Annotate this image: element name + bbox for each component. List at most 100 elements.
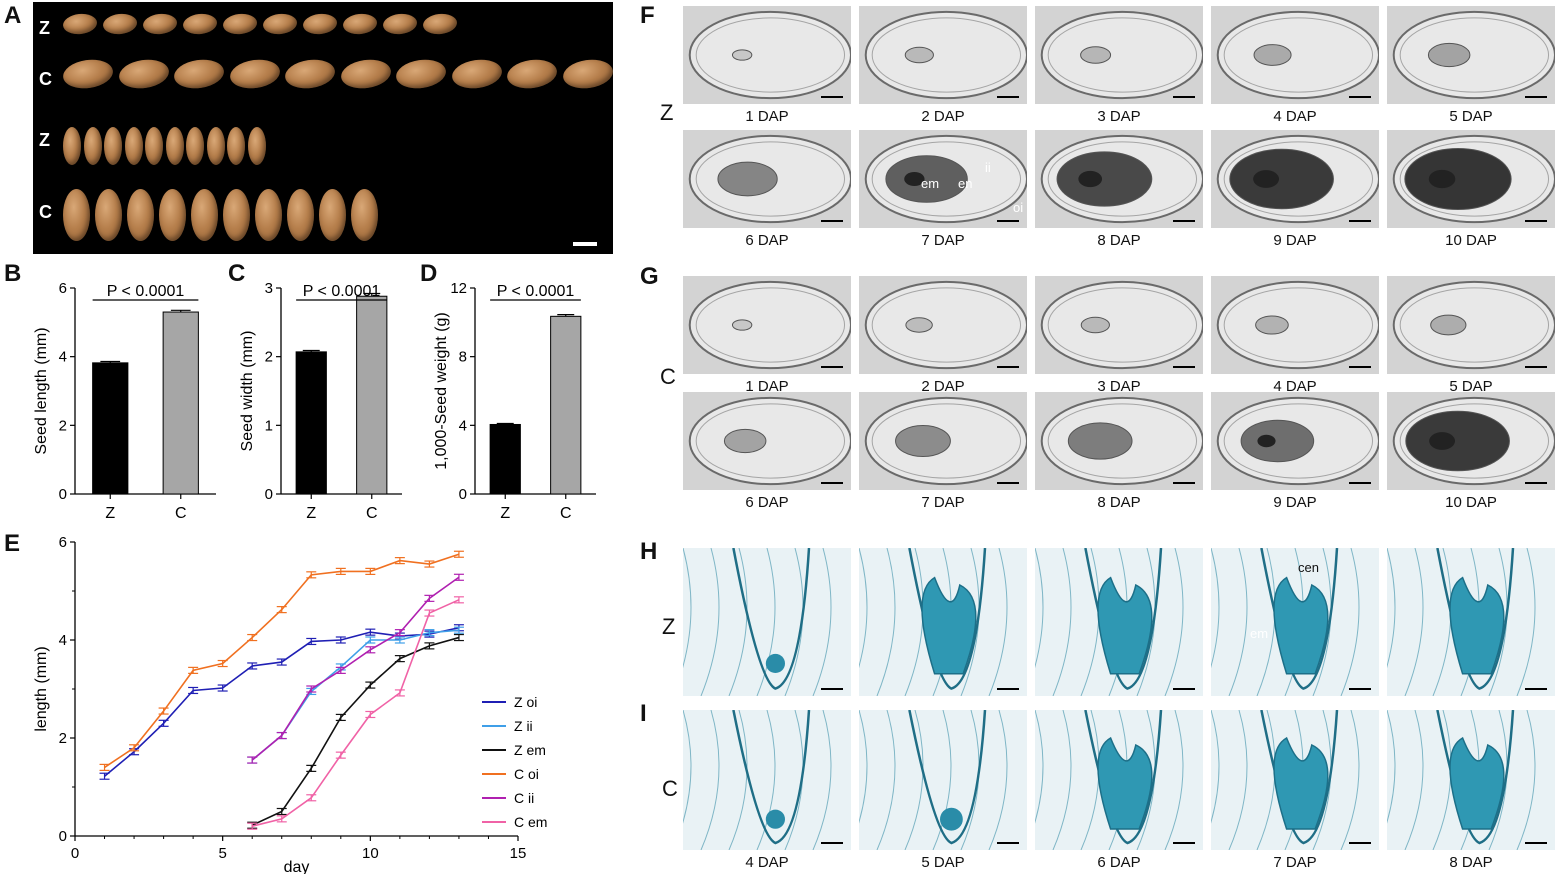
cell-layer: [876, 548, 896, 696]
seed-image: [382, 12, 418, 36]
cell-layer: [1387, 710, 1396, 824]
micrograph-image: [1387, 548, 1555, 696]
x-tick-label: C: [366, 505, 378, 522]
seed-image: [172, 56, 226, 92]
panel-label-f: F: [640, 2, 655, 29]
micrograph-image: [1211, 6, 1379, 104]
cell-layer: [1228, 548, 1248, 696]
panel-label-c: C: [228, 260, 246, 287]
legend-entry: C ii: [514, 790, 534, 806]
cell-layer: [683, 548, 692, 669]
p-value-label: P < 0.0001: [107, 283, 185, 300]
cell-layer: [1404, 548, 1424, 696]
seed-image: [422, 12, 458, 36]
scale-bar: [1525, 96, 1547, 98]
cell-layer: [1052, 710, 1072, 850]
micrograph-image: [1387, 6, 1555, 104]
scale-bar: [821, 842, 843, 844]
y-tick-label: 0: [59, 828, 67, 845]
x-tick-label: C: [560, 505, 572, 522]
micrograph-image: [683, 276, 851, 374]
dap-label: 4 DAP: [1273, 108, 1317, 125]
y-tick-label: 0: [459, 486, 467, 503]
scale-bar: [1173, 366, 1195, 368]
scale-bar: [1525, 482, 1547, 484]
scale-bar: [821, 482, 843, 484]
seed-image: [262, 12, 298, 36]
seed-image: [127, 189, 154, 241]
x-tick-label: 15: [510, 845, 527, 862]
ovule-outline: [864, 10, 1027, 100]
scale-bar: [997, 688, 1019, 690]
dap-label: 7 DAP: [921, 232, 965, 249]
bar: [295, 351, 327, 495]
annotation-cen: cen: [1298, 560, 1319, 575]
seed-image: [338, 56, 393, 92]
integument-outline: [871, 141, 1022, 217]
x-tick-label: 5: [218, 845, 226, 862]
annotation-ii: ii: [985, 160, 991, 175]
micrograph-image: [1211, 392, 1379, 490]
scale-bar: [1173, 482, 1195, 484]
embryo: [1097, 736, 1153, 830]
embryo-sac: [1229, 148, 1334, 210]
cell-layer: [1035, 548, 1044, 669]
micrograph-image: [683, 548, 851, 696]
legend-entry: C oi: [514, 766, 539, 782]
integument-outline: [1223, 403, 1374, 479]
seed-image: [186, 127, 204, 165]
scale-bar: [1173, 96, 1195, 98]
y-tick-label: 0: [59, 486, 67, 503]
dap-label: 7 DAP: [1273, 854, 1317, 871]
integument-outline: [695, 17, 846, 93]
dap-label: 8 DAP: [1449, 854, 1493, 871]
seed-image: [95, 189, 122, 241]
seed-image: [351, 189, 378, 241]
y-tick-label: 4: [459, 417, 467, 434]
dap-label: 3 DAP: [1097, 378, 1141, 395]
cell-layer: [1404, 710, 1424, 850]
legend-entry: Z em: [514, 742, 546, 758]
scale-bar: [1173, 220, 1195, 222]
y-tick-label: 6: [59, 534, 67, 551]
embryo: [1449, 736, 1505, 830]
integument-outline: [871, 287, 1022, 363]
seed-image: [283, 56, 337, 92]
seed-image: [247, 127, 266, 165]
seed-image: [102, 12, 138, 36]
cell-layer: [859, 548, 868, 669]
micrograph-image: [1035, 130, 1203, 228]
embryo-sac: [1430, 314, 1467, 336]
row-label-h: Z: [662, 614, 676, 639]
bar: [489, 423, 521, 495]
dap-label: 4 DAP: [1273, 378, 1317, 395]
embryo: [1273, 736, 1329, 830]
p-value-label: P < 0.0001: [497, 283, 575, 300]
embryo-sac-wall: [732, 710, 811, 845]
y-axis-label: length (mm): [33, 646, 50, 731]
dap-label: 5 DAP: [921, 854, 965, 871]
micrograph-image: [683, 6, 851, 104]
annotation-em-section: em: [1250, 626, 1269, 641]
ovule-outline: [688, 10, 851, 100]
scale-bar: [997, 366, 1019, 368]
micrograph-image: [683, 130, 851, 228]
scale-bar: [1349, 482, 1371, 484]
bar: [550, 315, 582, 495]
dap-label: 6 DAP: [1097, 854, 1141, 871]
seed-image: [255, 189, 282, 241]
embryo-sac: [1080, 316, 1110, 334]
dap-label: 6 DAP: [745, 232, 789, 249]
seed-image: [145, 127, 163, 165]
seed-image: [142, 12, 178, 36]
integument-outline: [871, 17, 1022, 93]
embryo-sac: [723, 428, 767, 454]
annotation-en: en: [958, 176, 973, 191]
scale-bar: [1525, 366, 1547, 368]
seed-image: [505, 56, 559, 92]
embryo: [904, 172, 925, 186]
dap-label: 2 DAP: [921, 108, 965, 125]
series-line: [251, 636, 460, 826]
integument-outline: [695, 403, 846, 479]
cell-layer: [1228, 710, 1248, 850]
